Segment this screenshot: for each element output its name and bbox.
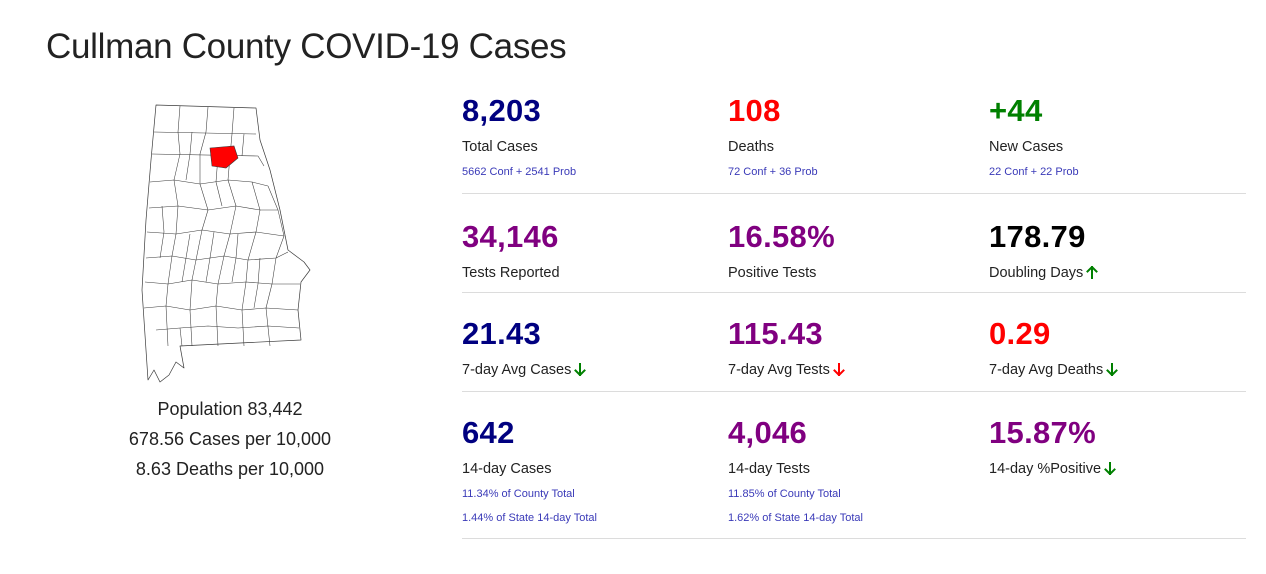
stat-7day-avg-tests: 115.43 7-day Avg Tests bbox=[728, 313, 845, 381]
stat-deaths: 108 Deaths 72 Conf + 36 Prob bbox=[728, 90, 818, 179]
stat-value: 15.87% bbox=[989, 415, 1096, 450]
arrow-down-icon bbox=[1106, 363, 1119, 381]
stat-label-text: 7-day Avg Deaths bbox=[989, 362, 1104, 378]
stat-sub: 11.85% of County Total bbox=[728, 488, 841, 500]
population-text: Population 83,442 bbox=[157, 399, 303, 419]
arrow-down-icon bbox=[832, 363, 845, 381]
stat-total-cases: 8,203 Total Cases 5662 Conf + 2541 Prob bbox=[462, 90, 576, 179]
stat-value: 108 bbox=[728, 93, 781, 128]
arrow-down-icon bbox=[1104, 462, 1116, 480]
stat-label: 7-day Avg Cases bbox=[462, 361, 587, 381]
stat-label-text: 7-day Avg Tests bbox=[728, 362, 830, 378]
deaths-per-10k-text: 8.63 Deaths per 10,000 bbox=[135, 459, 325, 479]
stat-value: 34,146 bbox=[462, 219, 559, 254]
stat-14day-tests: 4,046 14-day Tests 11.85% of County Tota… bbox=[728, 412, 863, 525]
stat-value: 178.79 bbox=[989, 219, 1086, 254]
stats-row: 21.43 7-day Avg Cases 115.43 7-day Avg T… bbox=[462, 293, 1246, 392]
stat-7day-avg-cases: 21.43 7-day Avg Cases bbox=[462, 313, 587, 381]
stat-label: 14-day %Positive bbox=[989, 460, 1116, 480]
stat-positive-tests: 16.58% Positive Tests bbox=[728, 216, 835, 282]
stat-tests-reported: 34,146 Tests Reported bbox=[462, 216, 560, 282]
stat-value: +44 bbox=[989, 93, 1043, 128]
stat-label: 7-day Avg Deaths bbox=[989, 361, 1119, 381]
stat-value: 21.43 bbox=[462, 316, 542, 351]
stat-label: Doubling Days bbox=[989, 264, 1099, 284]
stat-sub: 1.44% of State 14-day Total bbox=[462, 512, 597, 524]
stat-label-text: 7-day Avg Cases bbox=[462, 362, 572, 378]
stats-row: 642 14-day Cases 11.34% of County Total … bbox=[462, 392, 1246, 539]
stat-sub: 11.34% of County Total bbox=[462, 488, 575, 500]
stat-value: 115.43 bbox=[728, 316, 823, 351]
stat-14day-cases: 642 14-day Cases 11.34% of County Total … bbox=[462, 412, 597, 525]
stats-row: 8,203 Total Cases 5662 Conf + 2541 Prob … bbox=[462, 90, 1246, 194]
stat-label: Tests Reported bbox=[462, 265, 560, 281]
stat-value: 0.29 bbox=[989, 316, 1051, 351]
stat-doubling-days: 178.79 Doubling Days bbox=[989, 216, 1099, 284]
stat-sub: 1.62% of State 14-day Total bbox=[728, 512, 863, 524]
stat-label: 14-day Tests bbox=[728, 461, 810, 477]
arrow-down-icon bbox=[574, 363, 587, 381]
stats-grid: 8,203 Total Cases 5662 Conf + 2541 Prob … bbox=[462, 90, 1246, 539]
alabama-county-map-icon bbox=[138, 100, 320, 385]
stat-label: Positive Tests bbox=[728, 265, 817, 281]
stat-value: 4,046 bbox=[728, 415, 808, 450]
county-stats: Population 83,442 678.56 Cases per 10,00… bbox=[105, 394, 355, 484]
stat-7day-avg-deaths: 0.29 7-day Avg Deaths bbox=[989, 313, 1119, 381]
arrow-up-icon bbox=[1086, 265, 1099, 284]
stat-sub: 72 Conf + 36 Prob bbox=[728, 166, 818, 178]
stat-label: New Cases bbox=[989, 139, 1064, 155]
stat-label: 14-day Cases bbox=[462, 461, 552, 477]
cases-per-10k-text: 678.56 Cases per 10,000 bbox=[128, 429, 332, 449]
stat-value: 16.58% bbox=[728, 219, 835, 254]
stat-value: 642 bbox=[462, 415, 515, 450]
stat-label: Total Cases bbox=[462, 139, 538, 155]
stat-label: 7-day Avg Tests bbox=[728, 361, 845, 381]
stat-label-text: 14-day %Positive bbox=[989, 461, 1102, 477]
stat-label: Deaths bbox=[728, 139, 774, 155]
stat-new-cases: +44 New Cases 22 Conf + 22 Prob bbox=[989, 90, 1079, 179]
page-title: Cullman County COVID-19 Cases bbox=[46, 27, 567, 66]
stat-sub: 5662 Conf + 2541 Prob bbox=[462, 166, 577, 178]
stat-14day-positive: 15.87% 14-day %Positive bbox=[989, 412, 1116, 480]
stat-sub: 22 Conf + 22 Prob bbox=[989, 166, 1079, 178]
stat-label-text: Doubling Days bbox=[989, 265, 1084, 281]
stats-row: 34,146 Tests Reported 16.58% Positive Te… bbox=[462, 194, 1246, 293]
stat-value: 8,203 bbox=[462, 93, 542, 128]
